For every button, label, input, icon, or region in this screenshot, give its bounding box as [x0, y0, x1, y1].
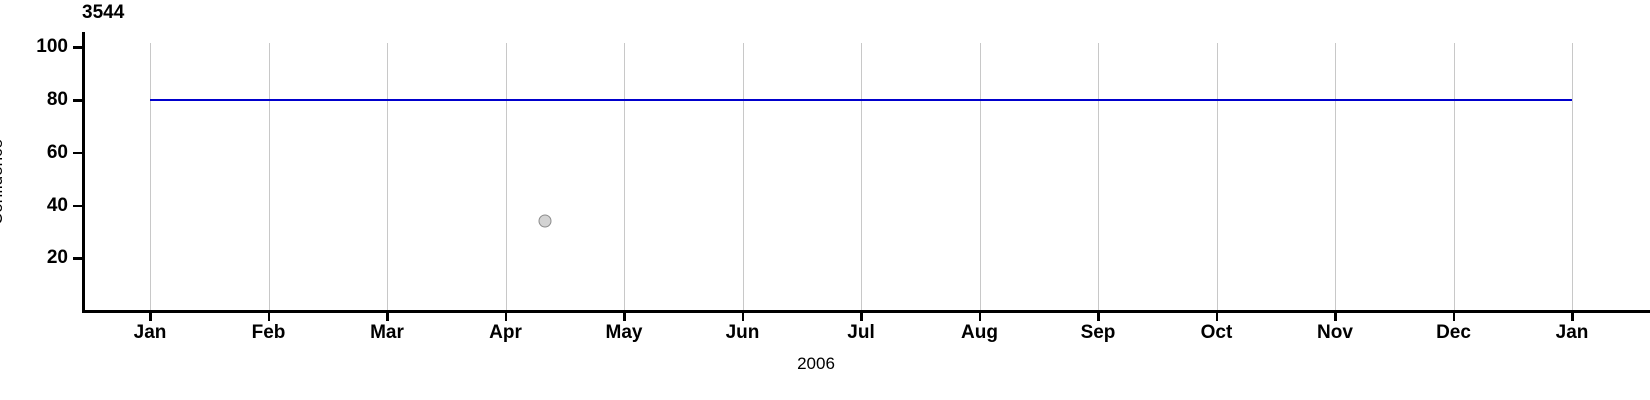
- x-tick-label-3: Apr: [489, 322, 522, 343]
- y-tick-label-100: 100: [36, 36, 68, 58]
- gridline-sep-8: [1098, 43, 1099, 312]
- x-tick-mark-6: [860, 312, 863, 321]
- x-tick-mark-1: [267, 312, 270, 321]
- x-tick-label-11: Dec: [1436, 322, 1471, 343]
- x-tick-label-5: Jun: [725, 322, 760, 343]
- gridline-apr-3: [505, 43, 507, 312]
- y-tick-label-40: 40: [46, 194, 68, 216]
- x-tick-label-8: Sep: [1080, 322, 1116, 343]
- x-tick-mark-11: [1452, 312, 1455, 321]
- gridline-dec-11: [1453, 43, 1455, 312]
- gridline-may-4: [624, 43, 625, 312]
- y-tick-mark-80: [73, 99, 82, 102]
- gridline-mar-2: [387, 43, 388, 312]
- y-tick-mark-40: [73, 204, 82, 207]
- x-tick-mark-8: [1097, 312, 1100, 321]
- gridline-jan-12: [1572, 43, 1573, 312]
- x-tick-mark-9: [1215, 312, 1218, 321]
- data-point-0[interactable]: [538, 214, 552, 228]
- x-tick-label-1: Feb: [251, 322, 286, 343]
- gridline-nov-10: [1335, 43, 1336, 312]
- y-tick-label-80: 80: [46, 89, 68, 110]
- gridline-oct-9: [1216, 43, 1218, 312]
- x-tick-mark-10: [1334, 312, 1337, 321]
- gridline-jun-5: [742, 43, 744, 312]
- x-tick-label-0: Jan: [133, 322, 167, 343]
- x-tick-mark-0: [149, 312, 152, 321]
- y-tick-mark-20: [73, 257, 82, 260]
- x-tick-label-2: Mar: [370, 322, 404, 343]
- y-tick-mark-100: [73, 46, 82, 49]
- x-axis-title: 2006: [797, 354, 835, 373]
- x-tick-mark-12: [1571, 312, 1574, 321]
- x-tick-label-9: Oct: [1200, 322, 1233, 343]
- y-axis-line: [82, 32, 85, 312]
- plot-area: [82, 32, 1650, 312]
- x-tick-label-10: Nov: [1317, 322, 1353, 343]
- x-tick-mark-5: [741, 312, 744, 321]
- x-tick-label-6: Jul: [847, 322, 875, 343]
- y-tick-label-20: 20: [46, 247, 68, 269]
- x-tick-mark-2: [386, 312, 389, 321]
- x-tick-label-12: Jan: [1555, 322, 1589, 343]
- gridline-jul-6: [861, 43, 862, 312]
- threshold-line: [150, 99, 1572, 101]
- x-tick-label-4: May: [605, 322, 643, 343]
- x-axis-line: [82, 310, 1650, 313]
- y-tick-mark-60: [73, 151, 82, 155]
- x-tick-mark-7: [978, 312, 981, 321]
- gridline-aug-7: [979, 43, 981, 312]
- gridline-feb-1: [268, 43, 270, 312]
- x-tick-label-7: Aug: [961, 322, 998, 343]
- gridline-jan-0: [150, 43, 151, 312]
- chart-title: 3544: [82, 2, 125, 23]
- y-tick-label-60: 60: [46, 141, 68, 163]
- x-tick-mark-3: [504, 312, 507, 321]
- x-tick-mark-4: [623, 312, 626, 321]
